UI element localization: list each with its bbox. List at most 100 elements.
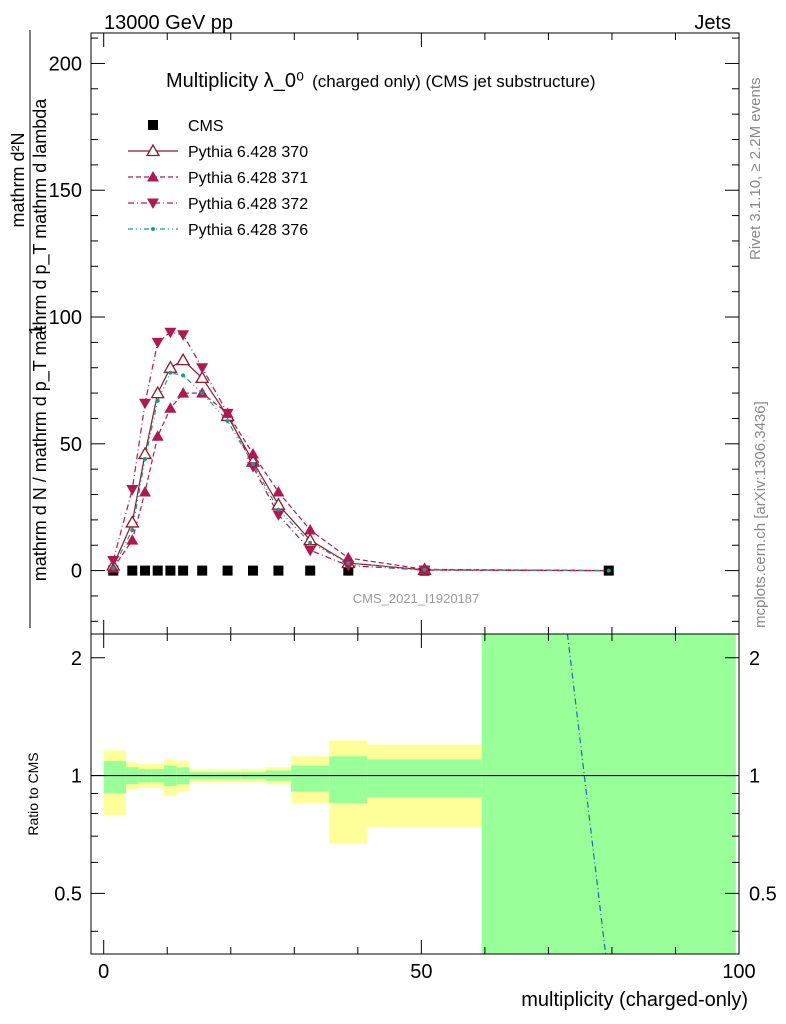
ratio-tick-label-right-0.5: 0.5 <box>749 883 777 905</box>
axis-ticks: 0 50 100 0 50 100 150 200 0.5 0.5 1 1 2 2 <box>49 33 777 983</box>
ratio-y-axis-label: Ratio to CMS <box>25 752 41 835</box>
point-cms-2 <box>140 565 150 576</box>
point-pythia-6-428-372-4 <box>164 327 177 339</box>
ratio-tick-label-1: 1 <box>71 766 82 788</box>
point-pythia-6-428-372-1 <box>126 484 139 496</box>
chart-title: Multiplicity λ_0⁰ (charged only) (CMS jet… <box>166 70 596 92</box>
point-pythia-6-428-370-2 <box>137 446 153 460</box>
analysis-watermark: CMS_2021_I1920187 <box>353 591 480 606</box>
point-cms-5 <box>178 565 189 576</box>
legend-label-pythia-6-428-376: Pythia 6.428 376 <box>188 222 308 239</box>
point-pythia-6-428-376-12 <box>422 567 427 572</box>
point-pythia-6-428-376-11 <box>346 560 351 565</box>
point-pythia-6-428-372-7 <box>221 408 234 420</box>
y-tick-label-50: 50 <box>60 434 82 456</box>
point-pythia-6-428-376-13 <box>606 568 611 573</box>
legend-marker-pythia-6-428-371 <box>147 171 159 182</box>
point-pythia-6-428-371-10 <box>304 524 317 535</box>
y-axis-label-main: 1 <box>26 325 46 335</box>
legend-marker-pythia-6-428-372 <box>147 198 159 209</box>
series-line-pythia-6-428-371 <box>112 392 609 572</box>
legend-label-pythia-6-428-372: Pythia 6.428 372 <box>188 196 308 213</box>
point-pythia-6-428-370-4 <box>163 360 178 373</box>
point-pythia-6-428-370-9 <box>271 497 286 510</box>
point-pythia-6-428-372-2 <box>139 398 151 410</box>
ratio-tick-label-right-1: 1 <box>749 766 760 788</box>
ratio-tick-label-right-2: 2 <box>749 648 760 670</box>
point-cms-8 <box>248 565 258 576</box>
legend-marker-pythia-6-428-376 <box>151 227 155 231</box>
side-label-bottom: mcplots.cern.ch [arXiv:1306.3436] <box>752 401 769 628</box>
ratio-band-green-11 <box>329 756 368 804</box>
point-pythia-6-428-371-5 <box>177 387 190 398</box>
data-markers <box>106 327 614 577</box>
point-pythia-6-428-372-8 <box>247 462 259 473</box>
point-pythia-6-428-376-0 <box>111 566 116 571</box>
point-cms-1 <box>127 565 138 576</box>
point-pythia-6-428-370-6 <box>195 370 210 384</box>
y-tick-label-0: 0 <box>71 561 82 583</box>
point-cms-7 <box>222 565 233 576</box>
point-pythia-6-428-376-8 <box>251 462 255 467</box>
x-tick-label-50: 50 <box>410 961 432 983</box>
point-pythia-6-428-370-1 <box>125 515 140 528</box>
point-pythia-6-428-371-3 <box>151 430 164 441</box>
point-pythia-6-428-371-4 <box>164 402 177 413</box>
point-pythia-6-428-370-5 <box>175 352 191 366</box>
y-axis-denominator: mathrm d N / mathrm d p_T mathrm d p_T m… <box>30 98 51 581</box>
y-tick-label-150: 150 <box>49 180 82 202</box>
legend-marker-cms <box>148 120 158 130</box>
chart-title-main: Multiplicity λ_0⁰ <box>166 70 304 92</box>
point-pythia-6-428-376-5 <box>181 373 186 378</box>
series-line-pythia-6-428-370 <box>112 359 609 572</box>
y-tick-label-200: 200 <box>49 53 82 75</box>
ratio-band-green-10 <box>291 765 330 792</box>
ratio-bands <box>91 633 739 955</box>
point-pythia-6-428-376-2 <box>143 457 147 462</box>
point-cms-10 <box>305 565 316 576</box>
ratio-panel-frame <box>90 633 740 955</box>
point-pythia-6-428-376-9 <box>276 507 281 512</box>
legend-label-pythia-6-428-371: Pythia 6.428 371 <box>188 170 308 187</box>
point-pythia-6-428-376-4 <box>168 370 173 375</box>
point-pythia-6-428-376-1 <box>130 528 135 533</box>
ratio-tick-label-0.5: 0.5 <box>54 883 82 905</box>
point-pythia-6-428-372-5 <box>177 330 190 341</box>
point-cms-4 <box>165 565 176 576</box>
point-pythia-6-428-372-9 <box>272 510 285 521</box>
point-cms-9 <box>273 565 284 576</box>
point-pythia-6-428-371-1 <box>126 534 139 545</box>
legend-label-cms: CMS <box>188 118 224 135</box>
series-line-pythia-6-428-372 <box>112 331 609 572</box>
point-pythia-6-428-376-10 <box>308 540 313 545</box>
point-pythia-6-428-372-0 <box>107 555 120 567</box>
point-pythia-6-428-376-6 <box>200 391 205 396</box>
point-pythia-6-428-372-11 <box>342 561 355 572</box>
chart-title-suffix: (charged only) (CMS jet substructure) <box>312 72 595 91</box>
ratio-band-green-0 <box>103 760 126 794</box>
legend: CMS Pythia 6.428 370 Pythia 6.428 371 Pythi… <box>128 118 308 239</box>
y-tick-label-100: 100 <box>49 307 82 329</box>
point-pythia-6-428-371-9 <box>272 485 285 497</box>
point-pythia-6-428-372-10 <box>304 545 317 557</box>
side-label-top: Rivet 3.1.10, ≥ 2.2M events <box>747 78 764 261</box>
data-series <box>112 331 609 572</box>
point-pythia-6-428-371-11 <box>342 551 355 563</box>
y-axis-label-one: 1 <box>26 325 46 335</box>
header-right: Jets <box>694 12 731 34</box>
point-pythia-6-428-372-6 <box>196 363 209 374</box>
point-cms-6 <box>197 565 208 576</box>
header-left: 13000 GeV pp <box>104 12 233 34</box>
ratio-tick-label-2: 2 <box>71 648 82 670</box>
point-pythia-6-428-370-3 <box>150 385 165 399</box>
x-tick-label-100: 100 <box>722 961 755 983</box>
point-pythia-6-428-376-3 <box>155 398 160 403</box>
x-axis-label: multiplicity (charged-only) <box>521 989 748 1011</box>
ratio-band-green-13 <box>481 634 736 954</box>
x-tick-label-0: 0 <box>98 961 109 983</box>
point-cms-3 <box>152 565 163 576</box>
ratio-line-pythia-376 <box>566 633 607 955</box>
point-pythia-6-428-376-7 <box>225 418 230 423</box>
point-pythia-6-428-371-8 <box>247 447 259 459</box>
